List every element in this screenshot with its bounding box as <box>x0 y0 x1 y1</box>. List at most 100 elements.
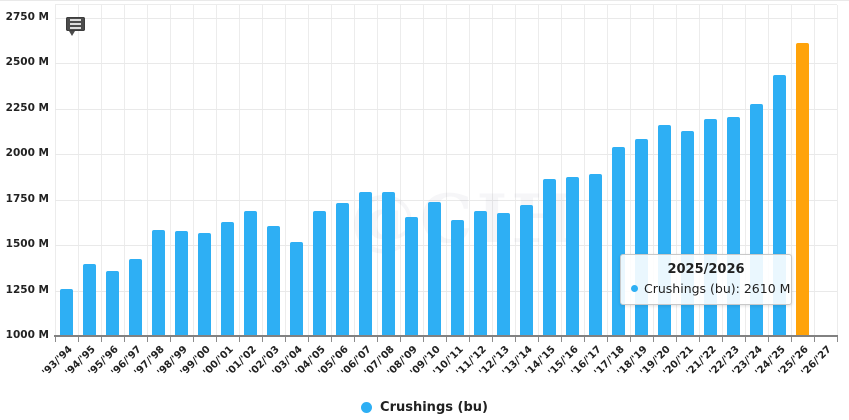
chart-bar-10-11[interactable] <box>451 219 464 336</box>
chart-bar-08-09[interactable] <box>405 216 418 336</box>
gridline-vertical <box>538 5 539 336</box>
axis-tick <box>446 337 447 342</box>
axis-tick <box>699 337 700 342</box>
gridline-vertical <box>400 5 401 336</box>
chart-bar-99-00[interactable] <box>198 233 211 336</box>
axis-tick <box>354 337 355 342</box>
gridline-horizontal <box>55 63 837 65</box>
gridline-vertical <box>630 5 631 336</box>
gridline-vertical <box>216 5 217 336</box>
axis-tick <box>561 337 562 342</box>
gridline-vertical <box>814 5 815 336</box>
gridline-horizontal <box>55 18 837 19</box>
chart-bar-20-21[interactable] <box>681 130 694 336</box>
chart-bar-93-94[interactable] <box>60 288 73 336</box>
chart-bar-94-95[interactable] <box>83 264 96 336</box>
axis-tick <box>469 337 470 342</box>
axis-tick <box>768 337 769 342</box>
chart-bar-17-18[interactable] <box>612 147 625 336</box>
axis-tick <box>78 337 79 342</box>
gridline-vertical <box>745 5 746 336</box>
chart-bar-09-10[interactable] <box>428 201 441 336</box>
annotation-bubble-icon[interactable] <box>66 17 85 37</box>
gridline-horizontal <box>55 290 837 292</box>
chart-bar-98-99[interactable] <box>175 230 188 336</box>
chart-bar-95-96[interactable] <box>106 270 119 336</box>
axis-tick <box>423 337 424 342</box>
gridline-horizontal <box>55 108 837 110</box>
gridline-vertical <box>170 5 171 336</box>
axis-tick <box>584 337 585 342</box>
gridline-vertical <box>469 5 470 336</box>
y-axis-label: 2000 M <box>5 147 49 160</box>
axis-tick <box>745 337 746 342</box>
y-axis-label: 1250 M <box>5 283 49 296</box>
chart-bar-03-04[interactable] <box>290 241 303 336</box>
y-axis-label: 1750 M <box>5 192 49 205</box>
tooltip: 2025/2026 Crushings (bu): 2610 M <box>620 254 792 305</box>
chart-bar-11-12[interactable] <box>474 210 487 336</box>
gridline-vertical <box>377 5 378 336</box>
chart-bar-18-19[interactable] <box>635 138 648 336</box>
x-axis-line <box>54 335 838 337</box>
gridline-vertical <box>354 5 355 336</box>
chart-bar-02-03[interactable] <box>267 226 280 336</box>
gridline-vertical <box>331 5 332 336</box>
gridline-vertical <box>791 5 792 336</box>
axis-tick <box>653 337 654 342</box>
gridline-horizontal <box>55 245 837 247</box>
axis-tick <box>216 337 217 342</box>
gridline-vertical <box>446 5 447 336</box>
chart-bar-14-15[interactable] <box>543 178 556 336</box>
axis-tick <box>676 337 677 342</box>
axis-tick <box>607 337 608 342</box>
gridline-vertical <box>262 5 263 336</box>
axis-tick <box>722 337 723 342</box>
chart-bar-04-05[interactable] <box>313 210 326 336</box>
axis-tick <box>400 337 401 342</box>
gridline-vertical <box>239 5 240 336</box>
chart-bar-07-08[interactable] <box>382 192 395 336</box>
y-axis-label: 2500 M <box>5 56 49 69</box>
axis-tick <box>285 337 286 342</box>
axis-tick <box>101 337 102 342</box>
legend-marker-icon[interactable] <box>361 401 373 413</box>
chart-bar-13-14[interactable] <box>520 205 533 336</box>
axis-tick <box>492 337 493 342</box>
gridline-vertical <box>124 5 125 336</box>
gridline-vertical <box>193 5 194 336</box>
gridline-vertical <box>837 5 838 336</box>
chart-bar-00-01[interactable] <box>221 221 234 336</box>
axis-tick <box>791 337 792 342</box>
chart-bar-01-02[interactable] <box>244 210 257 336</box>
axis-tick <box>814 337 815 342</box>
chart-bar-16-17[interactable] <box>589 174 602 336</box>
tooltip-title: 2025/2026 <box>667 262 745 277</box>
y-axis-label: 2250 M <box>5 101 49 114</box>
chart-bar-15-16[interactable] <box>566 177 579 336</box>
axis-tick <box>515 337 516 342</box>
gridline-vertical <box>101 5 102 336</box>
annotation-bubble-body <box>66 17 85 31</box>
legend-label[interactable]: Crushings (bu) <box>380 399 488 415</box>
gridline-vertical <box>768 5 769 336</box>
gridline-vertical <box>147 5 148 336</box>
tooltip-series-value: Crushings (bu): 2610 M <box>644 281 791 296</box>
gridline-vertical <box>492 5 493 336</box>
chart-bar-05-06[interactable] <box>336 203 349 336</box>
chart-bar-06-07[interactable] <box>359 191 372 336</box>
gridline-vertical <box>515 5 516 336</box>
axis-tick <box>331 337 332 342</box>
gridline-vertical <box>285 5 286 336</box>
chart-bar-97-98[interactable] <box>152 229 165 336</box>
axis-tick <box>377 337 378 342</box>
tooltip-series-dot <box>631 285 638 292</box>
chart-bar-96-97[interactable] <box>129 258 142 336</box>
gridline-vertical <box>699 5 700 336</box>
axis-tick <box>124 337 125 342</box>
chart-bar-25-26[interactable] <box>796 43 809 336</box>
axis-tick <box>308 337 309 342</box>
axis-tick <box>630 337 631 342</box>
axis-tick <box>55 337 56 342</box>
chart-bar-12-13[interactable] <box>497 213 510 336</box>
